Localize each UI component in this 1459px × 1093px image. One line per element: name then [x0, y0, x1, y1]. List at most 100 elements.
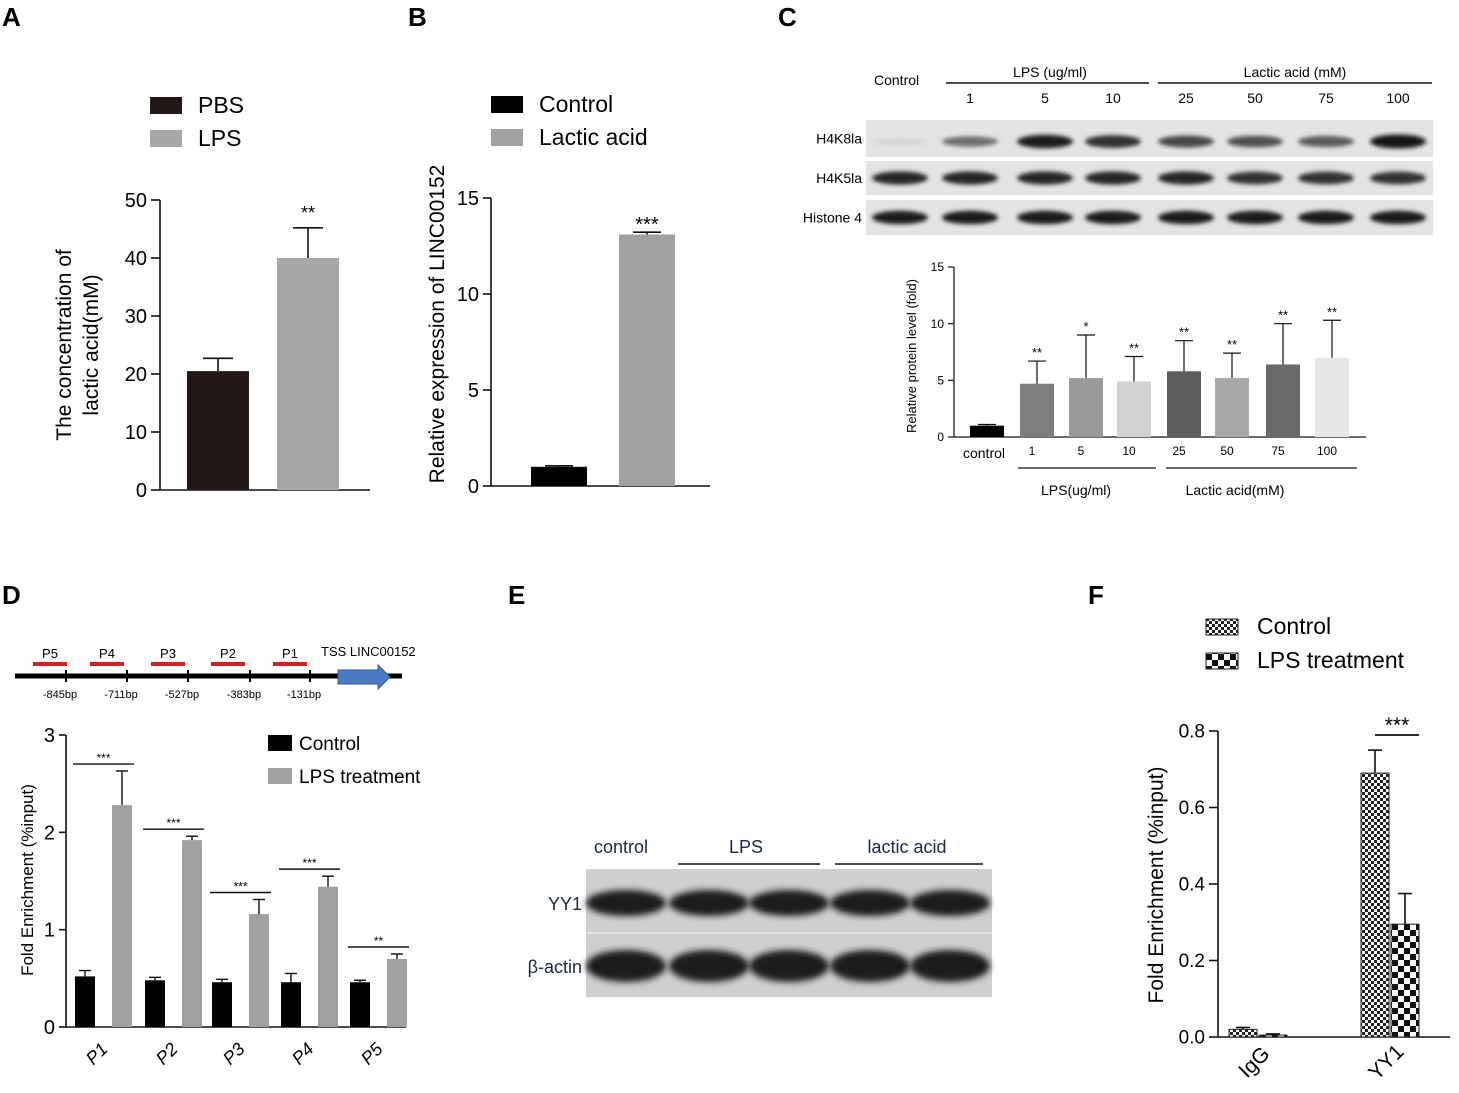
c-blot-lactic-header: Lactic acid (mM) [1244, 64, 1347, 80]
e-blot-band [910, 950, 990, 982]
d-bar-control [281, 982, 301, 1027]
a-legend-swatch [150, 130, 182, 147]
f-significance: *** [1385, 714, 1410, 737]
d-position-label: -845bp [43, 689, 77, 701]
d-tss-label: TSS LINC00152 [321, 644, 416, 659]
c-y-tick-label: 5 [937, 374, 944, 388]
f-legend-label: Control [1257, 613, 1331, 639]
c-blot-band [872, 171, 928, 185]
b-y-tick-label: 5 [468, 380, 479, 402]
a-y-tick-label: 20 [125, 364, 147, 386]
d-significance: *** [166, 816, 180, 830]
d-primer-label: P3 [160, 646, 176, 661]
c-blot-dose-label: 25 [1178, 90, 1194, 106]
b-legend-label: Lactic acid [539, 124, 648, 150]
b-y-axis-title: Relative expression of LINC00152 [426, 165, 449, 484]
c-blot-band [1370, 134, 1426, 149]
panel-a-chart: 0 10 20 30 40 50 ** PBS LPS The concentration of l… [53, 92, 370, 502]
d-legend-label: LPS treatment [299, 767, 421, 788]
b-legend-label: Control [539, 91, 613, 117]
c-bar [970, 425, 1004, 437]
d-y-tick-label: 2 [44, 822, 55, 844]
c-x-tick-label: 25 [1172, 444, 1186, 458]
c-bar [1117, 381, 1151, 437]
c-blot-band [1158, 210, 1214, 225]
d-x-tick-label: P3 [219, 1039, 249, 1069]
e-blot-row-label: YY1 [548, 894, 582, 914]
c-blot-band [872, 210, 928, 225]
a-legend-label: LPS [198, 125, 241, 151]
c-y-tick-label: 15 [931, 260, 945, 274]
c-x-tick-label: 75 [1271, 444, 1285, 458]
panel-e-western-blot: control LPS lactic acid YY1 β-actin [528, 837, 992, 997]
a-legend-label: PBS [198, 92, 244, 118]
c-y-axis-title: Relative protein level (fold) [904, 279, 919, 433]
c-x-tick-label: 5 [1078, 444, 1085, 458]
d-x-tick-label: P2 [152, 1039, 182, 1069]
panel-label-f: F [1088, 580, 1104, 610]
c-blot-band [1370, 171, 1426, 185]
d-x-tick-label: P5 [357, 1038, 387, 1068]
d-bar-lps [182, 840, 202, 1027]
b-y-tick-label: 10 [457, 284, 479, 306]
c-significance: ** [1327, 304, 1337, 319]
e-blot-group-label: control [594, 837, 648, 857]
d-primer-label: P5 [42, 646, 58, 661]
d-y-tick-label: 3 [44, 725, 55, 747]
d-bar-control [212, 982, 232, 1027]
c-blot-band [1227, 171, 1283, 185]
c-y-tick-label: 0 [937, 430, 944, 444]
c-x-tick-label: 1 [1029, 444, 1036, 458]
e-blot-band [749, 890, 829, 916]
c-y-tick-label: 10 [931, 317, 945, 331]
c-blot-band [942, 171, 998, 185]
d-primer-label: P1 [282, 646, 298, 661]
d-x-tick-label: P1 [82, 1039, 112, 1069]
f-y-tick-label: 0.8 [1179, 722, 1205, 743]
c-bar [1215, 378, 1249, 437]
c-group-label: Lactic acid(mM) [1186, 482, 1285, 498]
c-bar [1266, 364, 1300, 437]
e-blot-band [669, 950, 749, 982]
c-x-tick-label: control [963, 445, 1005, 461]
c-blot-band [1227, 135, 1283, 148]
a-bar [187, 371, 249, 490]
c-blot-band [1227, 210, 1283, 225]
c-blot-band [1085, 171, 1141, 185]
d-significance: *** [302, 856, 316, 870]
e-blot-band [749, 950, 829, 982]
c-blot-band [1017, 171, 1073, 185]
d-bar-lps [249, 914, 269, 1027]
c-blot-row-label: Histone 4 [803, 210, 862, 226]
c-blot-band [942, 136, 998, 147]
panel-c-western-blot: Control LPS (ug/ml) Lactic acid (mM) 1 5 10 25… [803, 64, 1433, 235]
c-blot-band [1298, 210, 1354, 225]
f-bar-lps [1390, 923, 1420, 1038]
c-blot-dose-label: 10 [1105, 90, 1121, 106]
d-y-tick-label: 0 [44, 1017, 55, 1039]
panel-label-c: C [778, 2, 797, 32]
c-bar [1315, 357, 1349, 437]
c-significance: ** [1227, 337, 1237, 352]
c-blot-band [872, 138, 928, 145]
c-blot-lps-header: LPS (ug/ml) [1013, 64, 1087, 80]
a-y-axis-title-line: lactic acid(mM) [80, 274, 103, 415]
f-y-tick-label: 0.0 [1179, 1028, 1205, 1049]
panel-c-chart: 0 5 10 15 control ** 1 * 5 ** 10 ** 25 ** 50 ** 75 ** 100 L… [904, 260, 1366, 498]
f-x-tick-label: IgG [1234, 1042, 1274, 1082]
e-blot-band [586, 950, 666, 982]
c-blot-dose-label: 100 [1386, 90, 1410, 106]
a-y-axis-title-line: The concentration of [53, 249, 76, 441]
a-y-tick-label: 50 [125, 190, 147, 212]
c-bar [1167, 371, 1201, 437]
c-blot-band [1370, 210, 1426, 225]
panel-label-e: E [508, 580, 525, 610]
d-bar-lps [387, 958, 407, 1027]
panel-label-a: A [2, 2, 21, 32]
panel-b-chart: 0 5 10 15 *** Control Lactic acid Relative expr… [426, 91, 710, 498]
c-significance: ** [1129, 341, 1139, 356]
d-bar-lps [112, 805, 132, 1027]
d-significance: *** [233, 879, 247, 893]
c-blot-band [1158, 171, 1214, 185]
